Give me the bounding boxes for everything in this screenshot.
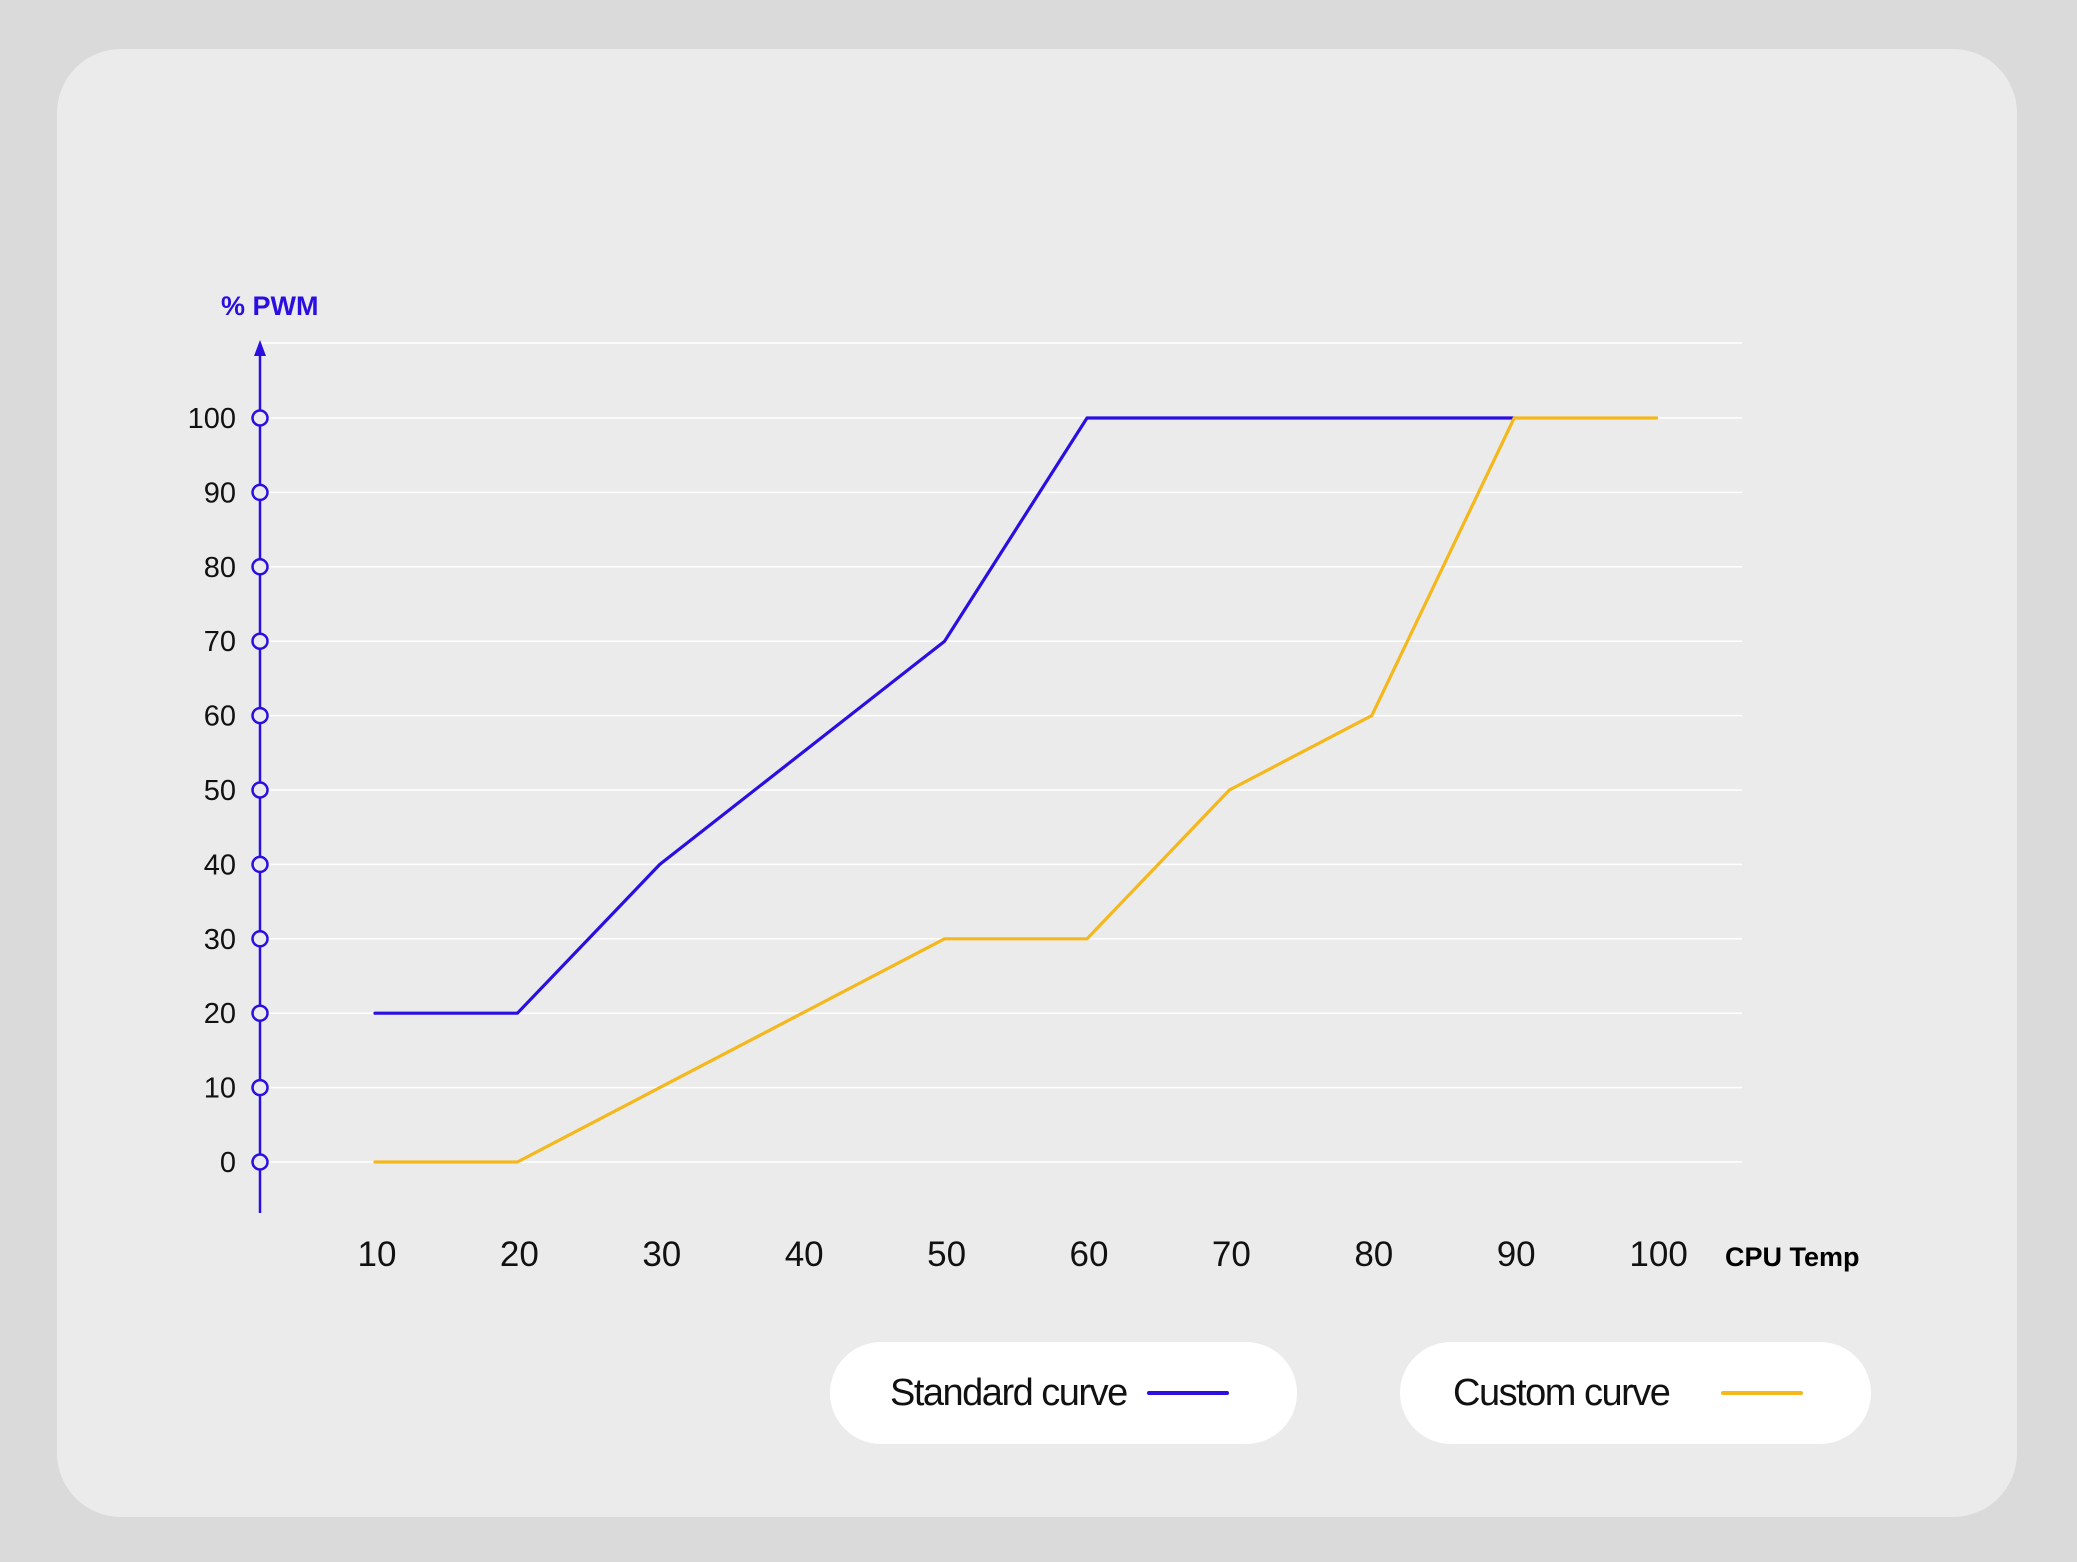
y-tick-label-70: 70: [204, 626, 236, 658]
y-tick-marker-100: [251, 409, 269, 427]
x-tick-label-40: 40: [785, 1235, 824, 1274]
y-tick-marker-60: [251, 706, 269, 725]
x-tick-label-20: 20: [500, 1235, 539, 1274]
legend-swatch-standard: [1146, 1391, 1229, 1395]
y-tick-marker-70: [251, 632, 269, 650]
y-tick-label-60: 60: [204, 701, 236, 733]
y-tick-marker-0: [251, 1153, 269, 1171]
y-tick-label-0: 0: [220, 1147, 236, 1179]
y-tick-label-90: 90: [204, 477, 236, 509]
y-tick-marker-40: [251, 855, 269, 874]
y-tick-marker-20: [251, 1004, 269, 1022]
y-tick-marker-90: [251, 483, 269, 502]
legend-label-standard: Standard curve: [890, 1371, 1128, 1414]
legend-item-custom-curve: Custom curve: [1400, 1342, 1871, 1444]
y-tick-label-20: 20: [204, 998, 236, 1030]
grid-lines: [260, 342, 1742, 1163]
y-axis-arrow-icon: [254, 340, 266, 356]
legend-swatch-custom: [1721, 1391, 1804, 1395]
series-line-custom-curve: [373, 416, 1659, 1164]
chart-card: [57, 49, 2017, 1517]
x-tick-label-10: 10: [358, 1235, 397, 1274]
y-tick-marker-50: [251, 781, 269, 799]
x-tick-label-80: 80: [1354, 1235, 1393, 1274]
y-tick-label-80: 80: [204, 552, 236, 584]
y-tick-marker-30: [251, 930, 269, 948]
y-tick-label-100: 100: [188, 403, 236, 435]
y-tick-label-50: 50: [204, 775, 236, 807]
series-lines: [373, 416, 1659, 1164]
tick-labels: 0 10 20 30 40 50 60 70 80 90 100 10 20 30 40 50 60 70 80 90…: [188, 403, 1688, 1274]
x-tick-label-100: 100: [1629, 1235, 1687, 1274]
y-tick-label-40: 40: [204, 849, 236, 881]
x-tick-label-70: 70: [1212, 1235, 1251, 1274]
legend-label-custom: Custom curve: [1453, 1371, 1671, 1414]
x-axis-title: CPU Temp: [1725, 1242, 1860, 1272]
x-tick-label-50: 50: [927, 1235, 966, 1274]
y-tick-marker-10: [251, 1078, 269, 1097]
y-tick-label-10: 10: [204, 1073, 236, 1105]
x-tick-label-90: 90: [1497, 1235, 1536, 1274]
y-tick-marker-80: [251, 558, 269, 576]
x-tick-label-60: 60: [1070, 1235, 1109, 1274]
series-line-standard-curve: [373, 416, 1516, 1015]
y-axis-title: % PWM: [221, 291, 319, 321]
legend-item-standard-curve: Standard curve: [830, 1342, 1297, 1444]
y-tick-label-30: 30: [204, 924, 236, 956]
y-axis: [251, 340, 269, 1213]
x-tick-label-30: 30: [642, 1235, 681, 1274]
